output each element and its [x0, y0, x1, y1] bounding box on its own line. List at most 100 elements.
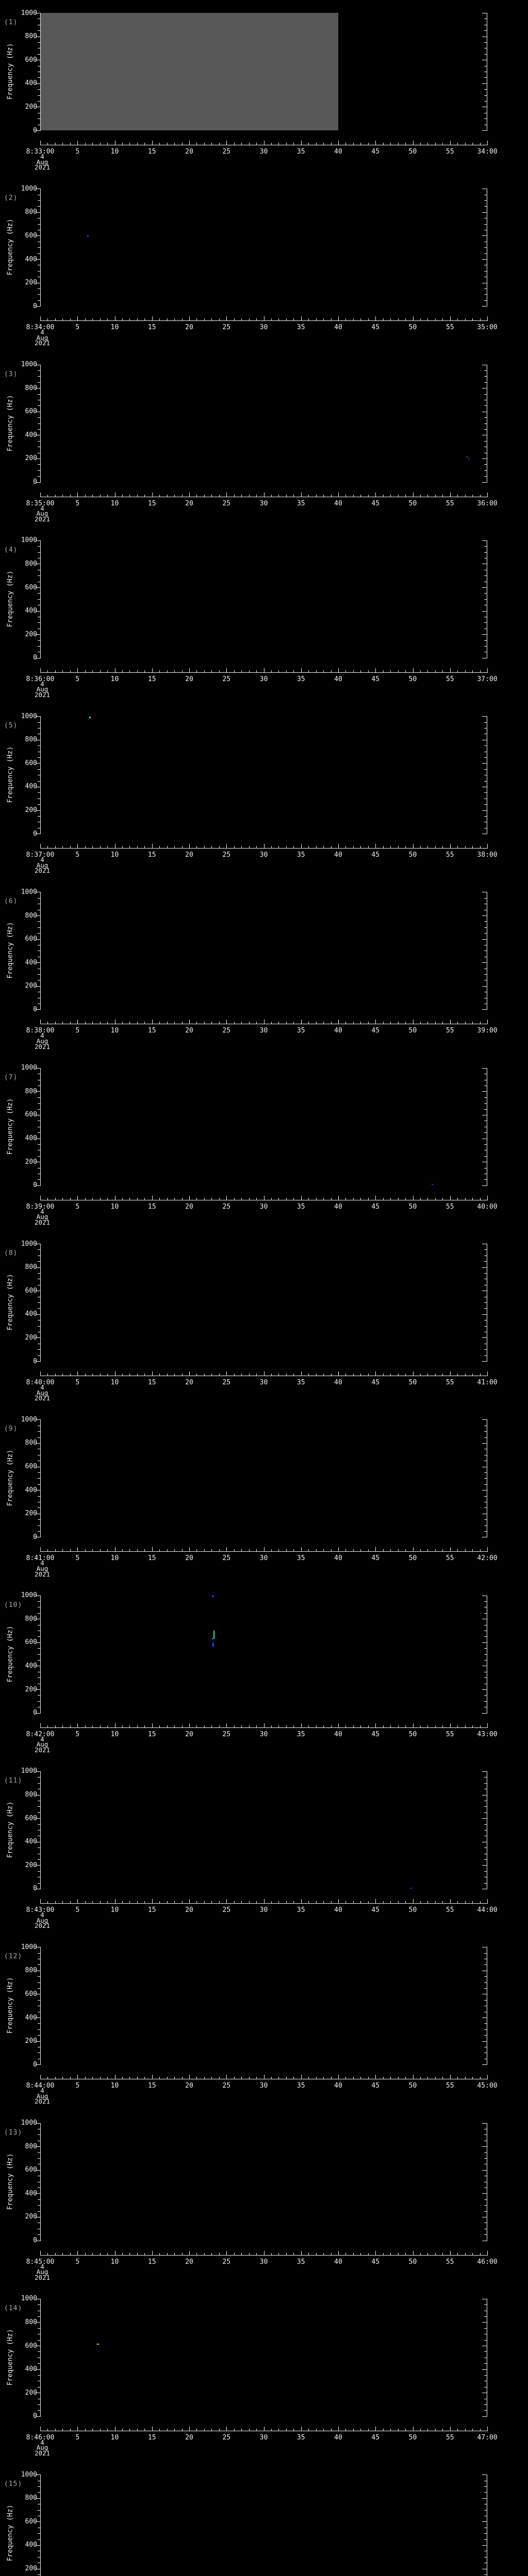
x-tick: [219, 1022, 220, 1024]
y-tick: [36, 130, 40, 131]
x-tick: [114, 668, 116, 672]
x-tick-label: 30: [259, 1906, 268, 1914]
x-tick-label: 5: [75, 2082, 80, 2090]
y-tick: [38, 2234, 40, 2235]
y-tick-label: 800: [25, 1615, 37, 1623]
y-tick: [484, 1531, 487, 1532]
y-tick-label: 0: [33, 654, 37, 662]
x-tick: [62, 2428, 63, 2431]
y-tick-label: 800: [25, 1263, 37, 1272]
x-tick: [40, 492, 41, 497]
x-start-label: 8:41:00: [26, 1554, 55, 1563]
y-tick-label: 600: [25, 231, 37, 240]
y-tick: [482, 763, 487, 764]
x-tick: [182, 670, 183, 672]
x-tick: [241, 494, 242, 497]
x-tick: [450, 1371, 451, 1376]
x-tick: [375, 141, 376, 145]
x-tick: [114, 1723, 116, 1727]
y-tick: [38, 2158, 40, 2159]
x-tick: [465, 846, 466, 849]
y-tick-label: 400: [25, 1662, 37, 1670]
x-tick: [256, 2077, 257, 2079]
x-tick-label: 25: [222, 1730, 231, 1738]
y-tick: [484, 200, 487, 201]
x-tick: [167, 2077, 168, 2079]
x-tick: [122, 2252, 123, 2255]
x-tick: [204, 318, 205, 321]
x-tick: [353, 1549, 354, 1552]
x-tick: [174, 1725, 175, 1727]
x-tick: [241, 2252, 242, 2255]
y-tick: [484, 804, 487, 805]
x-tick: [92, 2077, 93, 2079]
x-tick: [308, 1901, 309, 1903]
x-tick-label: 5: [75, 2258, 80, 2266]
x-tick: [398, 1549, 399, 1552]
y-tick: [484, 1636, 487, 1637]
x-tick: [92, 1022, 93, 1024]
x-tick: [487, 844, 488, 849]
x-end-label: 45:00: [477, 2082, 498, 2090]
x-tick-label: 35: [296, 1202, 305, 1211]
y-axis-left: [40, 716, 41, 835]
x-tick: [77, 2250, 78, 2255]
y-tick: [38, 1976, 40, 1977]
y-tick: [482, 306, 487, 307]
x-tick: [427, 494, 428, 497]
x-tick-label: 40: [334, 1202, 342, 1211]
x-tick-label: 55: [446, 1730, 454, 1738]
y-tick: [38, 1531, 40, 1532]
x-tick: [55, 494, 56, 497]
x-tick: [137, 318, 138, 321]
y-tick-label: 0: [33, 1181, 37, 1190]
y-tick: [484, 2023, 487, 2024]
y-tick: [38, 1478, 40, 1479]
x-tick: [122, 318, 123, 321]
x-tick: [427, 1197, 428, 1200]
y-tick: [38, 200, 40, 201]
x-tick: [442, 2428, 443, 2431]
x-tick: [360, 2077, 361, 2079]
y-tick: [484, 382, 487, 383]
x-tick: [323, 1549, 324, 1552]
x-tick-label: 20: [185, 148, 193, 156]
y-tick: [482, 1818, 487, 1819]
y-tick: [484, 646, 487, 647]
x-tick: [360, 1549, 361, 1552]
x-tick: [271, 143, 272, 145]
x-tick: [442, 2077, 443, 2079]
x-tick-label: 50: [408, 1730, 417, 1738]
x-tick: [271, 1725, 272, 1727]
x-tick: [338, 492, 339, 497]
x-tick: [47, 2428, 48, 2431]
x-tick: [70, 318, 71, 321]
y-tick: [482, 587, 487, 588]
y-tick: [484, 781, 487, 782]
x-tick: [204, 1901, 205, 1903]
y-axis-left: [40, 2475, 41, 2576]
y-tick-label: 200: [25, 1685, 37, 1693]
x-tick: [189, 2075, 190, 2079]
x-tick: [152, 1723, 153, 1727]
x-tick: [412, 1020, 414, 1024]
x-tick: [331, 2428, 332, 2431]
y-tick: [36, 1361, 40, 1362]
x-tick: [301, 1723, 302, 1727]
x-tick: [338, 316, 339, 321]
y-tick: [38, 1132, 40, 1133]
y-axis-left: [40, 189, 41, 307]
x-tick: [211, 2077, 212, 2079]
y-tick: [38, 405, 40, 406]
x-tick: [234, 1901, 235, 1903]
x-tick: [345, 1549, 346, 1552]
x-tick-label: 5: [75, 499, 80, 507]
x-tick-label: 10: [110, 1202, 119, 1211]
x-tick: [398, 494, 399, 497]
x-tick-label: 20: [185, 1379, 193, 1387]
x-tick: [122, 2428, 123, 2431]
spectrogram-panel: (4) Frequency (Hz) 0 200 400 600 800 1000 8:36…: [0, 528, 528, 703]
y-tick: [484, 1648, 487, 1649]
spectral-detection-dot: [96, 2344, 97, 2345]
x-tick: [368, 1022, 369, 1024]
